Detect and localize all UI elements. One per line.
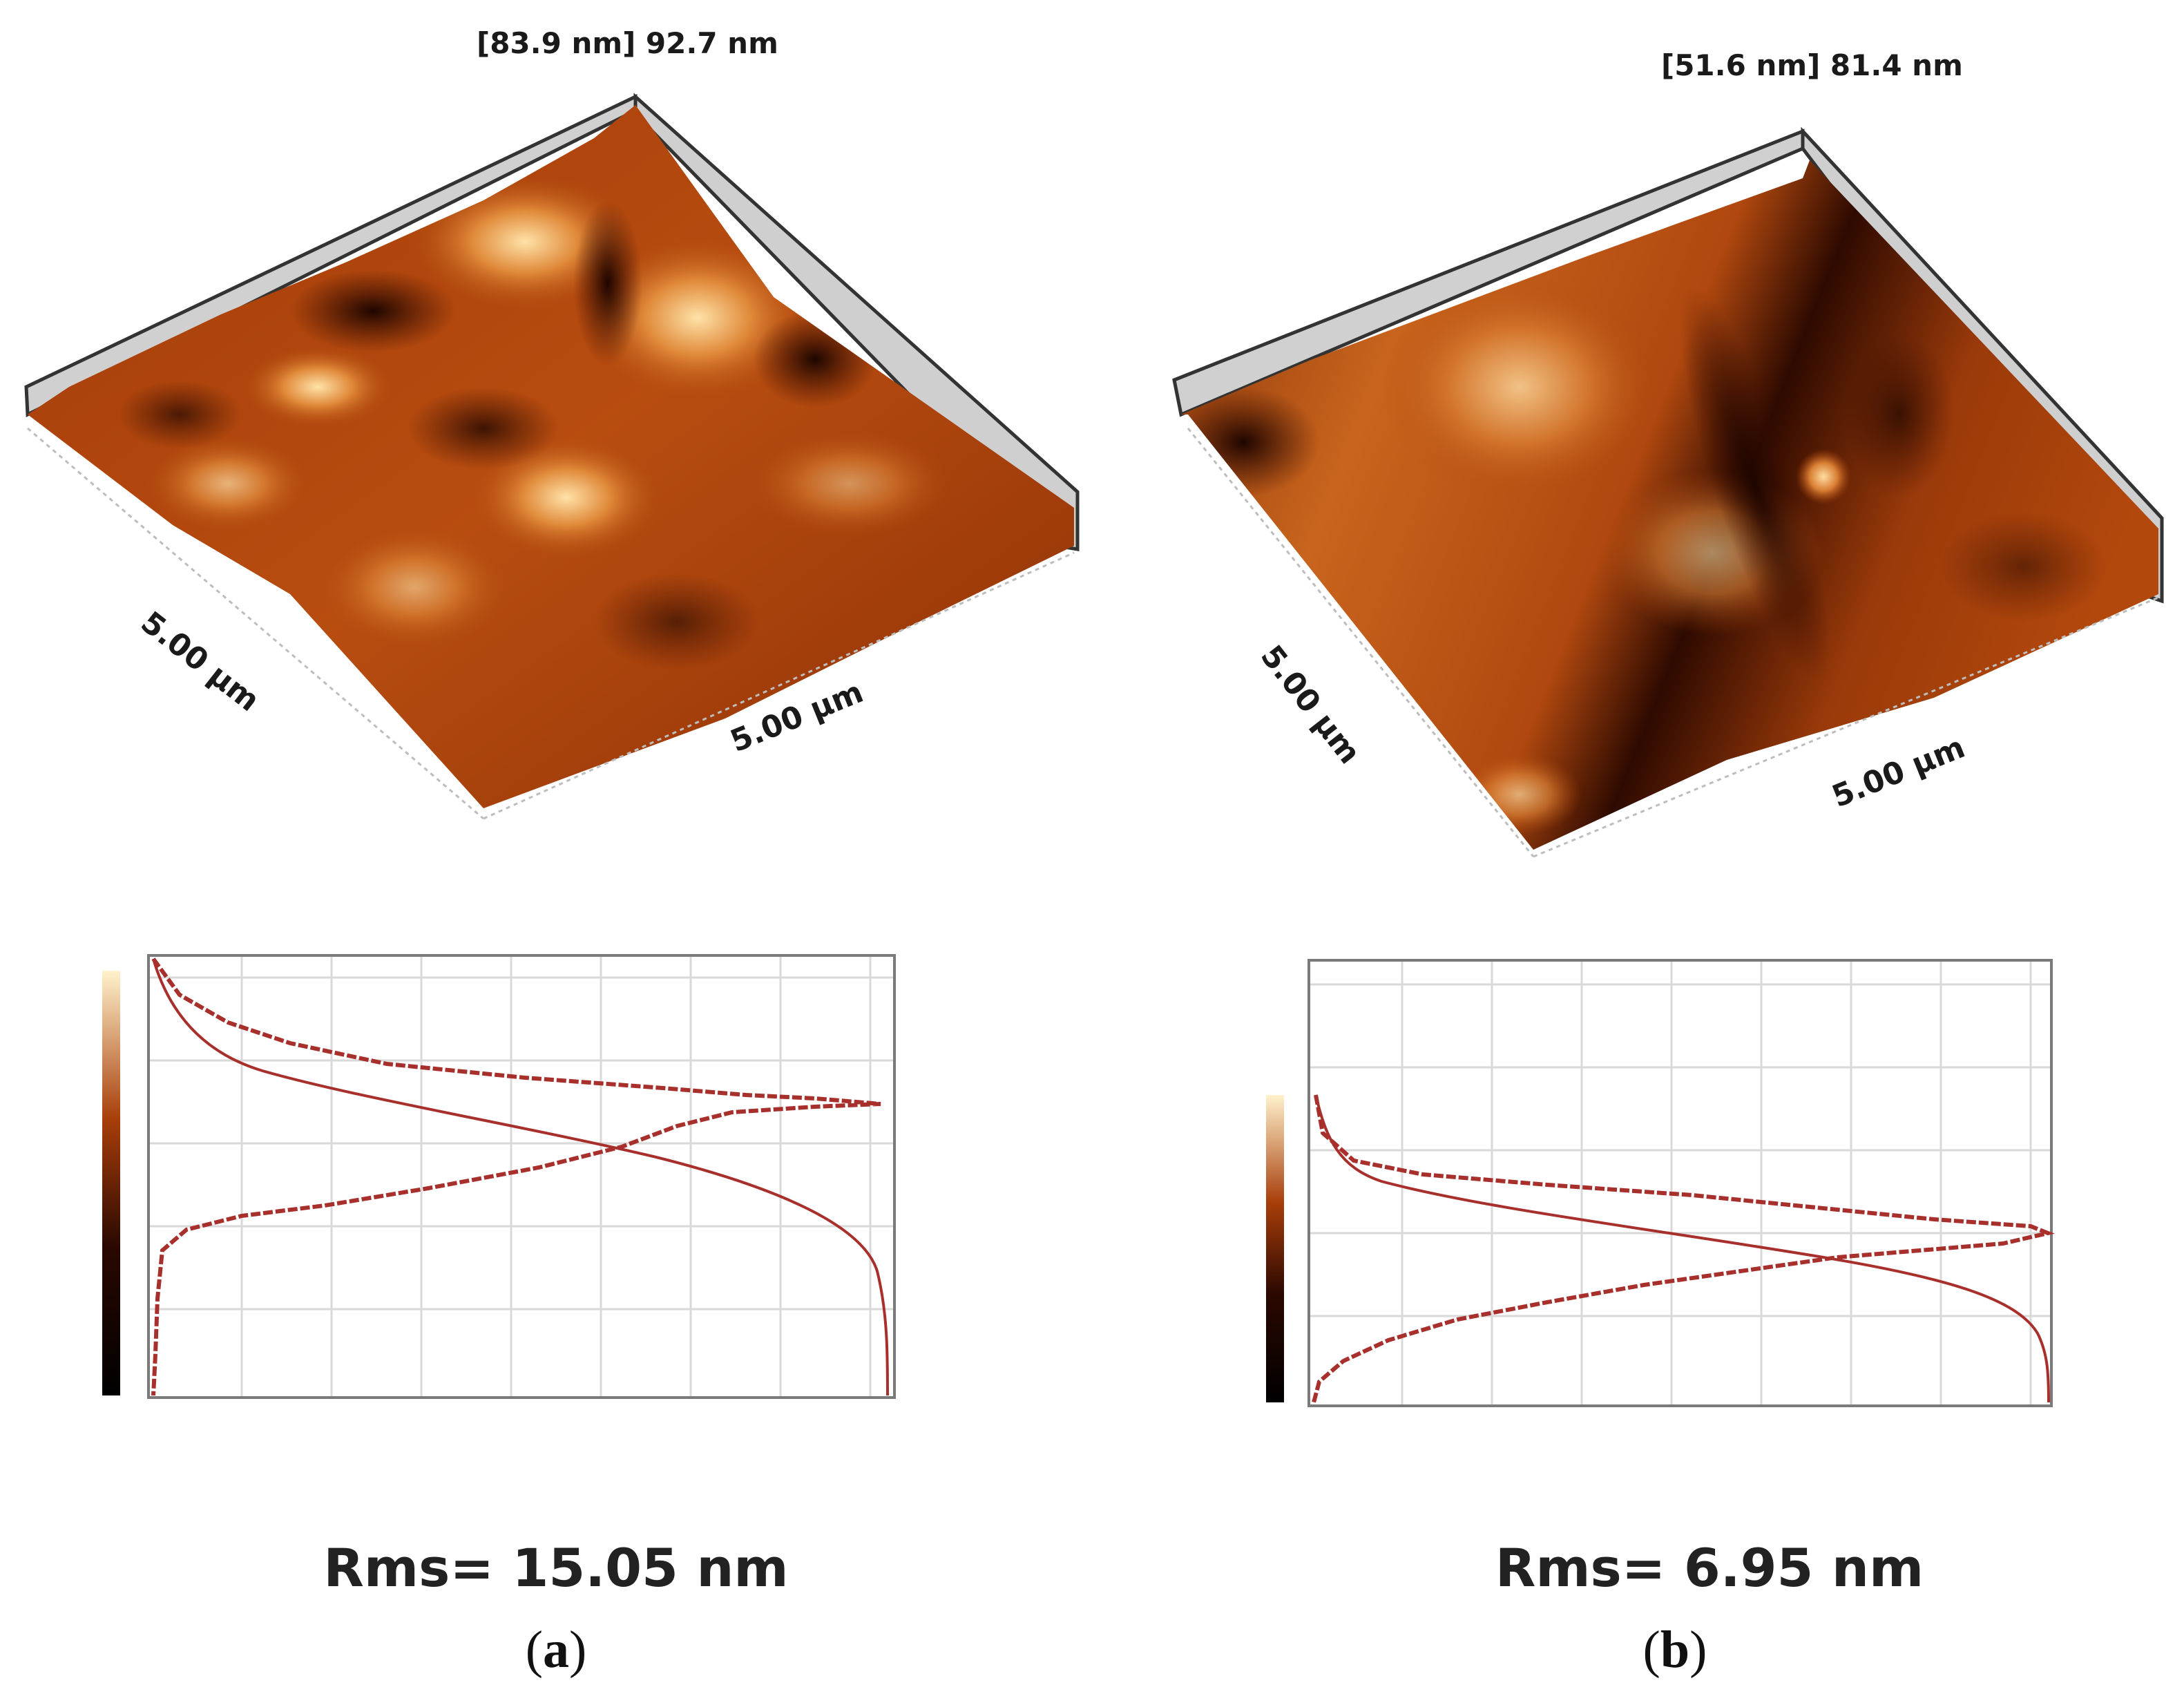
histogram-frame-b [1307,959,2053,1407]
distribution-curve-b [1312,1094,2056,1403]
caption-open-paren-a: ( [525,1621,543,1679]
caption-letter-b: b [1660,1621,1690,1679]
caption-open-paren-b: ( [1642,1621,1660,1679]
distribution-curve-a [151,957,881,1396]
panel-caption-b: (b) [1606,1620,1744,1680]
rms-value-a: Rms= 15.05 nm [323,1537,789,1599]
panel-caption-a: (a) [487,1620,625,1680]
caption-close-paren-b: ) [1689,1621,1707,1679]
color-scale-bar-b [1266,1095,1284,1402]
z-range-label-a: [83.9 nm] 92.7 nm [477,26,778,60]
cumulative-curve-b [1314,1094,2050,1403]
z-range-label-b: [51.6 nm] 81.4 nm [1661,48,1963,82]
rms-value-b: Rms= 6.95 nm [1495,1537,1924,1599]
caption-letter-a: a [543,1621,569,1679]
histogram-frame-a [147,954,896,1399]
color-scale-bar-a [102,971,120,1395]
histogram-grid-a [150,957,893,1396]
caption-close-paren-a: ) [569,1621,587,1679]
cumulative-curve-a [152,958,889,1396]
histogram-grid-b [1310,962,2050,1404]
